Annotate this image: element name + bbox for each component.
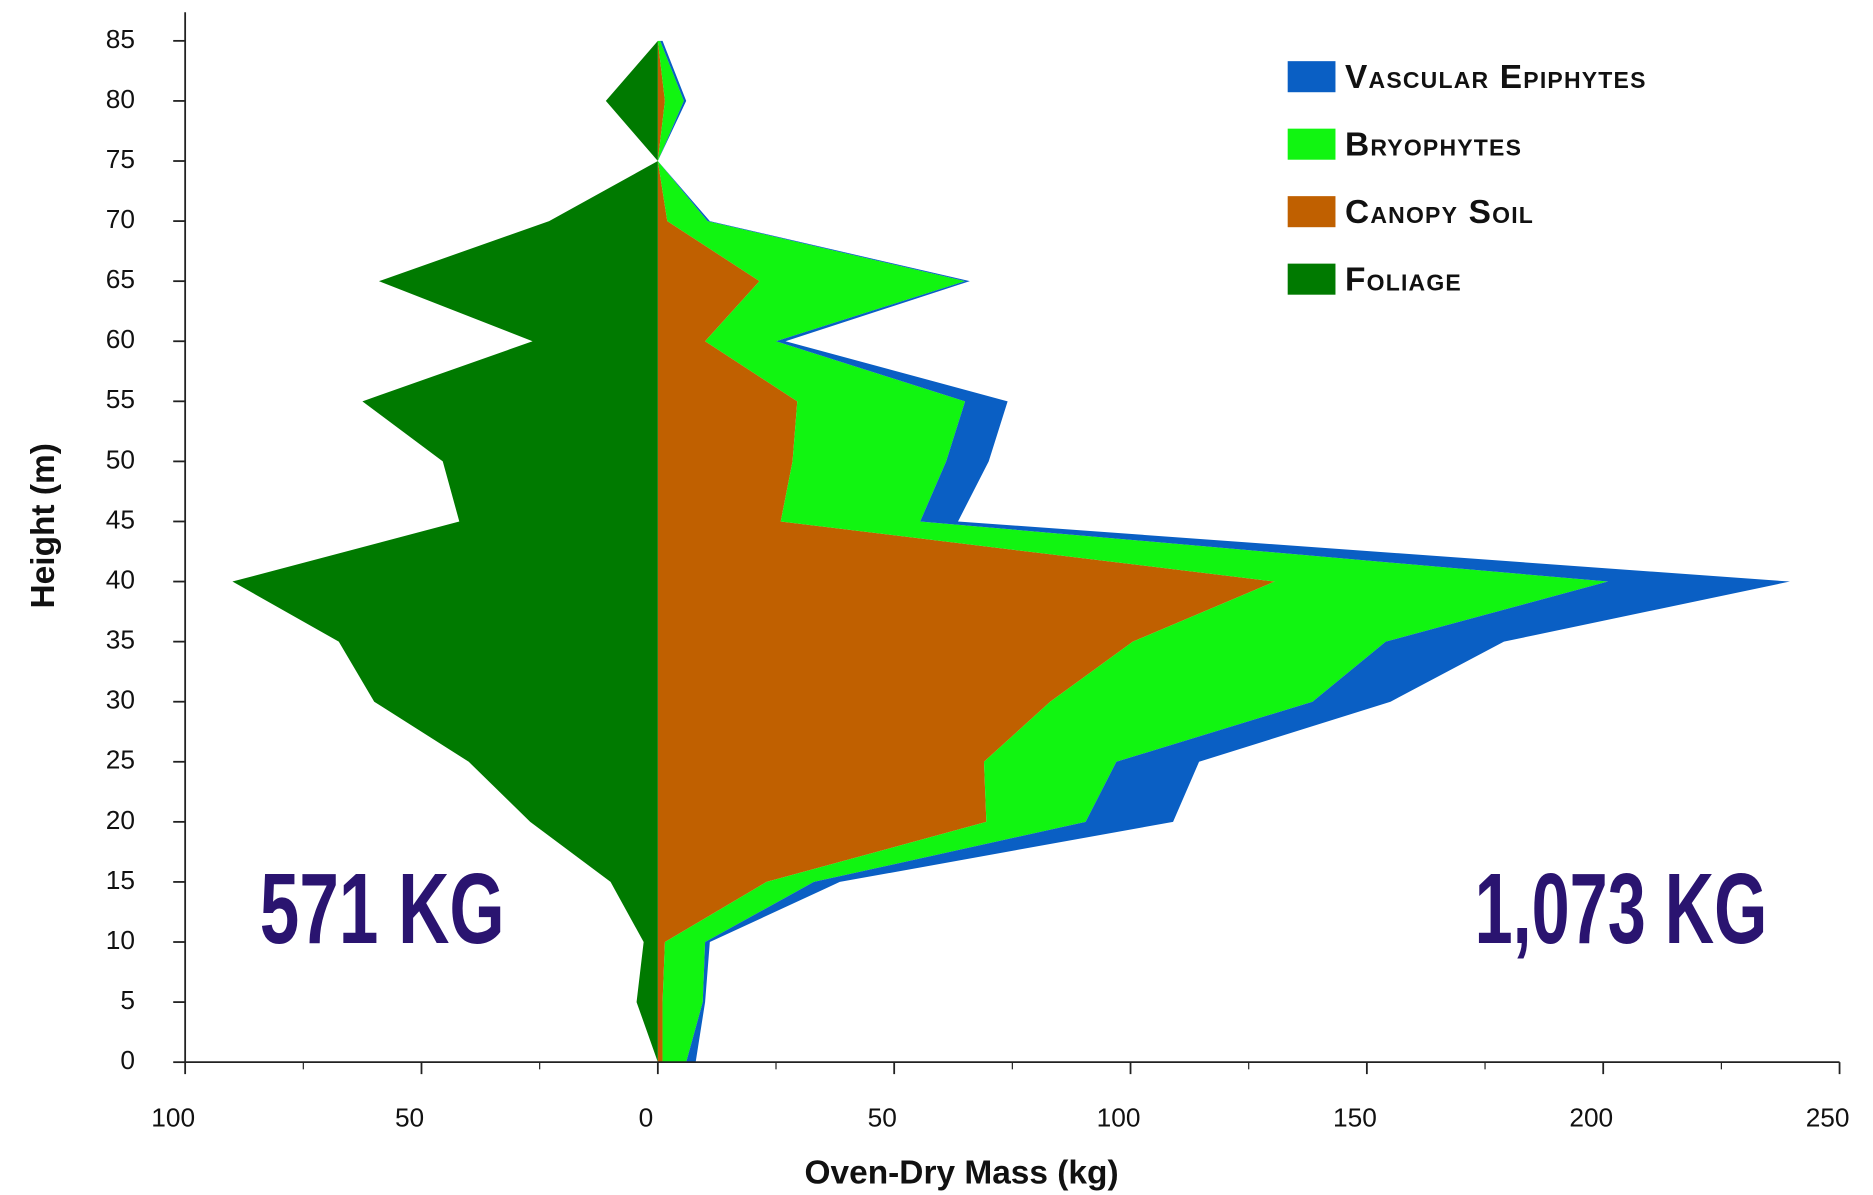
plot: 0 5 10 15 20 25 30 35 40 45 50 55 60 65 70 75 80 85 100 50 0… [106, 12, 1850, 1132]
y-tick-label: 20 [106, 805, 135, 835]
annotation: 1,073 KG [1475, 853, 1768, 965]
legend-label: Vascular Epiphytes [1345, 59, 1647, 96]
area [232, 40, 658, 1063]
legend-label: Canopy Soil [1345, 194, 1534, 231]
y-tick-label: 25 [106, 745, 135, 775]
legend-swatch [1287, 263, 1336, 295]
legend-label: Foliage [1345, 261, 1462, 298]
area [657, 40, 1275, 1063]
x-tick-label: 50 [395, 1102, 424, 1132]
y-tick-label: 80 [106, 84, 135, 114]
x-tick-label: 100 [1097, 1102, 1141, 1132]
y-tick-label: 65 [106, 264, 135, 294]
x-tick-label: 250 [1806, 1102, 1850, 1132]
legend-swatch [1287, 196, 1336, 228]
x-tick-label: 150 [1333, 1102, 1377, 1132]
y-tick-label: 60 [106, 324, 135, 354]
y-tick-label: 70 [106, 204, 135, 234]
y-tick-label: 30 [106, 685, 135, 715]
x-axis-label: Oven-Dry Mass (kg) [805, 1154, 1119, 1191]
y-tick-label: 40 [106, 564, 135, 594]
x-tick-label: 100 [151, 1102, 195, 1132]
legend-swatch [1287, 61, 1336, 93]
x-tick-label: 0 [639, 1102, 654, 1132]
y-axis-label: Height (m) [25, 443, 62, 608]
y-tick-label: 15 [106, 865, 135, 895]
area [657, 40, 1608, 1063]
y-tick-label: 55 [106, 384, 135, 414]
y-tick-label: 85 [106, 24, 135, 54]
legend-swatch [1287, 128, 1336, 160]
y-tick-label: 35 [106, 625, 135, 655]
y-tick-label: 10 [106, 925, 135, 955]
y-tick-label: 50 [106, 444, 135, 474]
y-tick-label: 0 [120, 1045, 135, 1075]
x-tick-label: 50 [868, 1102, 897, 1132]
y-tick-label: 75 [106, 144, 135, 174]
y-tick-label: 45 [106, 504, 135, 534]
annotation: 571 KG [260, 853, 505, 965]
legend-label: Bryophytes [1345, 126, 1522, 163]
x-tick-label: 200 [1569, 1102, 1613, 1132]
y-tick-label: 5 [120, 985, 135, 1015]
